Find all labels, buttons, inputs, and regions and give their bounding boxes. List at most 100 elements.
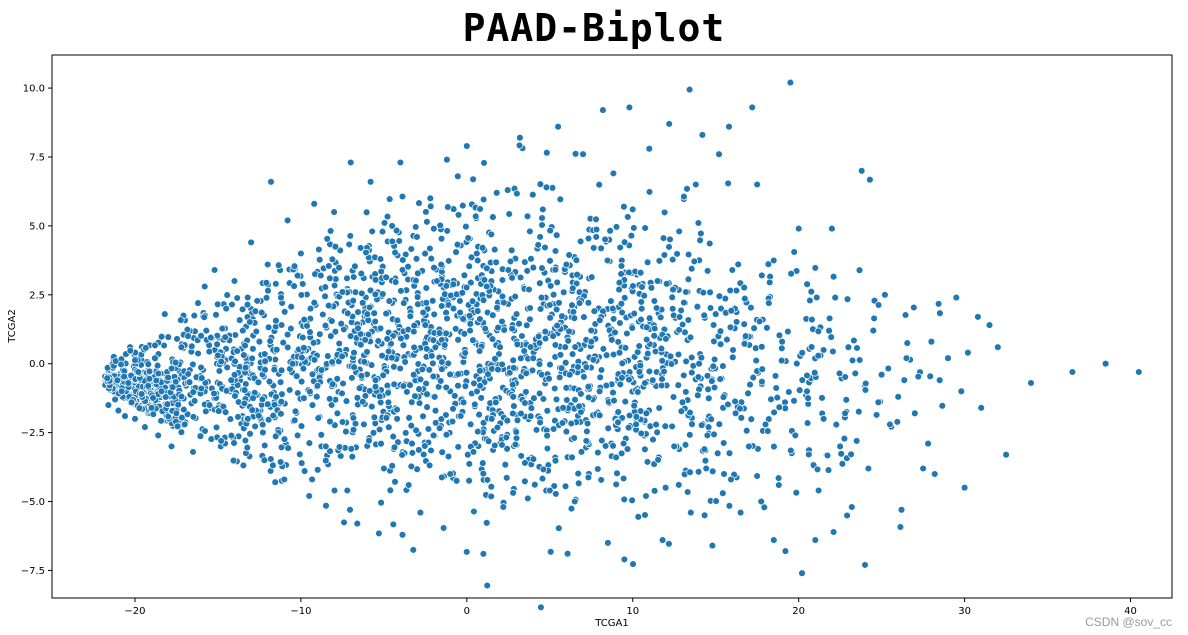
scatter-point xyxy=(328,358,336,366)
scatter-point xyxy=(740,320,748,328)
scatter-point xyxy=(785,388,793,396)
scatter-point xyxy=(584,473,593,482)
scatter-point xyxy=(487,415,496,423)
scatter-point xyxy=(552,395,561,404)
scatter-point xyxy=(297,377,306,386)
scatter-point xyxy=(569,284,577,293)
scatter-point xyxy=(669,393,678,401)
scatter-point xyxy=(684,250,693,259)
scatter-point xyxy=(710,337,718,346)
scatter-point xyxy=(389,432,397,441)
scatter-point xyxy=(617,262,626,270)
scatter-point xyxy=(277,397,286,406)
scatter-point xyxy=(134,368,143,376)
scatter-point xyxy=(189,448,197,456)
scatter-point xyxy=(625,375,633,384)
scatter-point xyxy=(536,418,544,427)
scatter-point xyxy=(666,352,675,361)
scatter-point xyxy=(665,540,673,548)
x-tick-label: −10 xyxy=(290,606,311,617)
scatter-point xyxy=(498,317,506,326)
scatter-point xyxy=(786,78,795,87)
scatter-point xyxy=(680,371,688,380)
scatter-point xyxy=(429,372,438,381)
scatter-point xyxy=(364,330,373,339)
scatter-point xyxy=(218,324,227,333)
scatter-point xyxy=(131,356,139,364)
scatter-point xyxy=(595,387,604,396)
scatter-point xyxy=(374,337,383,345)
scatter-point xyxy=(430,263,438,272)
scatter-point xyxy=(397,334,405,343)
scatter-point xyxy=(194,349,202,358)
scatter-point xyxy=(737,414,746,422)
scatter-point xyxy=(758,377,766,386)
scatter-point xyxy=(855,266,864,274)
scatter-point xyxy=(348,374,356,382)
scatter-point xyxy=(658,375,666,383)
scatter-point xyxy=(546,486,554,495)
scatter-point xyxy=(549,425,558,433)
scatter-point xyxy=(881,291,889,299)
scatter-point xyxy=(335,263,343,272)
scatter-point xyxy=(791,431,800,440)
scatter-point xyxy=(706,304,715,312)
scatter-point xyxy=(541,334,550,343)
scatter-point xyxy=(678,398,687,407)
scatter-point xyxy=(692,180,700,189)
scatter-point xyxy=(308,401,317,409)
scatter-point xyxy=(726,323,735,332)
scatter-point xyxy=(308,475,316,484)
scatter-point xyxy=(422,345,431,353)
scatter-point xyxy=(371,382,380,391)
scatter-point xyxy=(526,227,534,236)
scatter-point xyxy=(423,403,431,411)
scatter-point xyxy=(422,208,430,216)
y-tick-label: −5.0 xyxy=(21,497,45,508)
scatter-point xyxy=(483,581,491,590)
scatter-point xyxy=(903,339,912,347)
scatter-point xyxy=(703,267,712,275)
scatter-point xyxy=(375,425,384,434)
scatter-point xyxy=(217,437,225,445)
scatter-point xyxy=(936,309,944,317)
scatter-point xyxy=(306,304,315,313)
scatter-point xyxy=(167,364,176,373)
scatter-point xyxy=(551,265,560,274)
scatter-point xyxy=(977,404,985,412)
scatter-point xyxy=(398,266,407,274)
scatter-point xyxy=(884,364,893,373)
scatter-point xyxy=(167,442,176,451)
scatter-point xyxy=(746,380,754,389)
scatter-point xyxy=(177,428,186,436)
scatter-point xyxy=(513,340,522,349)
scatter-point xyxy=(748,103,756,112)
scatter-point xyxy=(458,289,467,297)
scatter-point xyxy=(740,340,749,348)
scatter-point xyxy=(483,476,492,484)
scatter-point xyxy=(145,375,154,383)
scatter-point xyxy=(230,439,238,447)
scatter-point xyxy=(340,518,348,527)
scatter-point xyxy=(437,234,446,243)
scatter-point xyxy=(616,380,625,389)
scatter-point xyxy=(616,243,624,252)
scatter-point xyxy=(360,358,369,366)
scatter-point xyxy=(574,479,583,488)
scatter-point xyxy=(356,244,365,252)
scatter-point xyxy=(437,415,446,423)
scatter-point xyxy=(376,398,385,407)
scatter-point xyxy=(919,464,927,473)
scatter-point xyxy=(144,360,153,368)
scatter-point xyxy=(829,528,838,536)
scatter-point xyxy=(825,314,834,323)
scatter-point xyxy=(442,411,450,419)
scatter-point xyxy=(144,382,152,390)
y-tick-label: 2.5 xyxy=(29,290,45,301)
scatter-point xyxy=(767,395,775,404)
x-axis-ticks: −20 −10 0 10 20 30 40 xyxy=(124,598,1137,617)
scatter-point xyxy=(599,345,608,353)
scatter-point xyxy=(927,337,936,346)
scatter-point xyxy=(366,178,375,186)
scatter-point xyxy=(227,376,235,384)
